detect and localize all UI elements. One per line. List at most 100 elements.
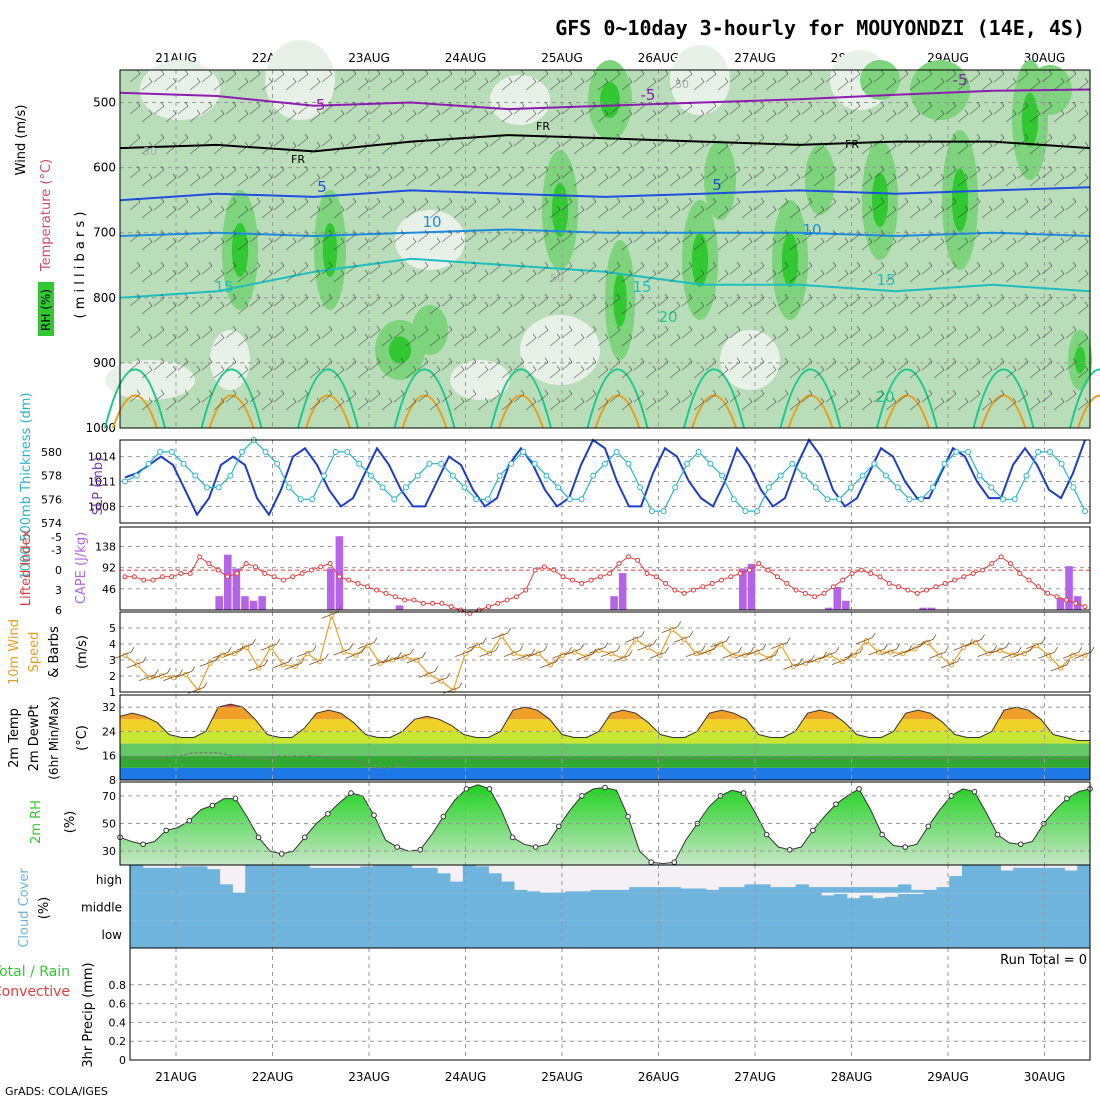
cloud-bar-low	[539, 920, 553, 948]
li-point	[933, 584, 939, 590]
thickness-point	[379, 484, 386, 491]
li-point	[905, 587, 911, 593]
cloud-bar-middle	[526, 892, 541, 921]
cloud-bar-high	[987, 865, 1001, 893]
isotherm-label: 5	[712, 176, 722, 194]
cloud-bar-middle	[846, 898, 861, 921]
panel-frame	[119, 69, 1091, 429]
rh-point	[648, 859, 654, 866]
wind-barb	[430, 672, 451, 685]
cloud-bar-middle	[744, 892, 758, 921]
date-label-bottom: 25AUG	[541, 1070, 583, 1084]
cloud-bar-high	[501, 881, 515, 893]
wind-barb	[272, 656, 293, 669]
li-point	[998, 554, 1004, 560]
rh-point	[301, 834, 308, 841]
isotherm-label: -5	[953, 71, 968, 89]
rh-point	[879, 831, 885, 838]
date-label-bottom: 28AUG	[831, 1070, 873, 1084]
thickness-point	[168, 448, 175, 455]
li-point	[793, 587, 799, 593]
cloud-bar-low	[898, 920, 912, 948]
date-label-bottom: 24AUG	[445, 1070, 487, 1084]
cloud-bar-middle	[232, 892, 246, 921]
wind-barb	[989, 642, 1010, 654]
cloud-bar-high	[1038, 867, 1053, 893]
cloud-bar-high	[1026, 867, 1040, 893]
cloud-bar-low	[1077, 920, 1091, 948]
cloud-bar-middle	[590, 892, 605, 921]
li-point	[271, 574, 277, 580]
li-point	[970, 570, 976, 576]
thickness-point	[449, 472, 456, 479]
wind-barb	[843, 646, 864, 659]
wind-barb	[661, 621, 682, 633]
li-point	[374, 587, 380, 593]
li-point	[653, 574, 659, 580]
cape-bar	[335, 536, 344, 610]
wind-axis-label: (m/s)	[75, 635, 90, 669]
wind-barb	[212, 646, 232, 659]
cloud-bar-low	[168, 920, 182, 948]
wind-barb	[515, 648, 536, 661]
cloud-bar-middle	[398, 892, 413, 921]
cloud-bar-middle	[334, 892, 349, 921]
cloud-bar-high	[667, 887, 681, 893]
li-point	[290, 574, 296, 580]
rh-axis-label: RH (%)	[39, 289, 53, 331]
cape-bar	[1056, 598, 1065, 610]
thickness-point	[133, 472, 140, 479]
cloud-bar-low	[488, 920, 502, 948]
cloud-bar-high	[437, 873, 451, 893]
cloud-bar-low	[962, 920, 976, 948]
thickness-point	[402, 484, 409, 491]
wind-axis-label: Speed	[27, 632, 42, 673]
cape-bar	[919, 607, 927, 610]
cloud-bar-low	[859, 920, 873, 948]
cloud-bar-high	[693, 888, 707, 893]
li-point	[896, 584, 902, 590]
rh-point	[509, 834, 516, 841]
rh-point	[1064, 795, 1070, 802]
isotherm-label: 15	[632, 278, 651, 296]
wind-barb	[151, 667, 171, 680]
li-point	[551, 567, 557, 573]
wind-barb	[564, 643, 584, 656]
rh-point	[463, 786, 470, 792]
cloud-bar-high	[309, 867, 323, 893]
rh-saturated-region	[613, 273, 627, 327]
y-tick-label: 1	[109, 686, 116, 699]
cloud-bar-high	[603, 889, 617, 893]
wind-barb	[442, 682, 463, 694]
li-point	[280, 577, 286, 583]
thickness-point	[976, 472, 983, 479]
cloud-bar-low	[181, 920, 195, 948]
thickness-point	[566, 496, 573, 503]
y-tick-label: 24	[102, 725, 116, 738]
rh-point	[209, 802, 216, 809]
li-point	[952, 577, 958, 583]
y-tick-label: 0.4	[109, 1016, 127, 1029]
rh-saturated-region	[871, 173, 889, 227]
cloud-bar-middle	[1013, 892, 1027, 921]
wind-barb	[734, 646, 755, 659]
thickness-point	[1070, 484, 1077, 491]
thickness-point	[719, 472, 726, 479]
li-point	[961, 574, 967, 580]
cloud-bar-high	[744, 884, 758, 893]
cloud-bar-low	[526, 920, 541, 948]
isotherm-label: 50	[675, 78, 689, 91]
wind-barb	[224, 645, 244, 657]
rh-saturated-region	[231, 223, 249, 277]
cloud-bar-middle	[206, 892, 221, 921]
thickness-point	[1011, 496, 1018, 503]
thickness-point	[988, 484, 995, 491]
cloud-bar-low	[194, 920, 208, 948]
li-point	[122, 574, 128, 580]
cloud-bar-high	[386, 865, 400, 893]
run-total-label: Run Total = 0	[1000, 953, 1087, 968]
li-point	[262, 570, 268, 576]
cloud-bar-middle	[1051, 892, 1065, 921]
li-point	[597, 574, 603, 580]
rh-point	[440, 813, 447, 820]
